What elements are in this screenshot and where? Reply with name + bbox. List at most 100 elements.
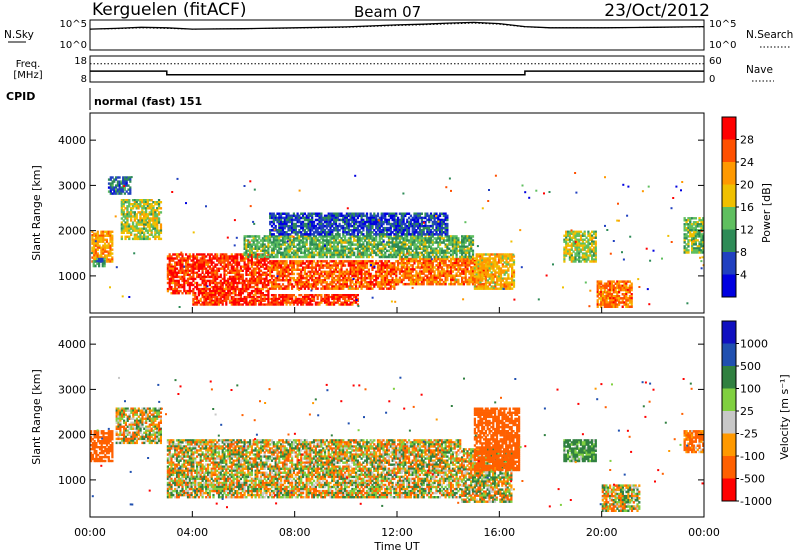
- heatmap-cell: [208, 297, 211, 301]
- heatmap-cell: [152, 227, 155, 230]
- heatmap-cell: [398, 231, 401, 234]
- heatmap-cell: [172, 271, 175, 274]
- heatmap-cell: [444, 259, 447, 263]
- heatmap-cell: [216, 287, 219, 291]
- heatmap-cell: [325, 218, 328, 222]
- heatmap-cell: [471, 280, 475, 284]
- heatmap-cell: [287, 216, 290, 220]
- heatmap-cell: [409, 218, 412, 222]
- heatmap-cell: [270, 212, 274, 215]
- heatmap-cell: [333, 260, 336, 263]
- heatmap-cell: [428, 264, 431, 267]
- heatmap-cell: [197, 261, 200, 264]
- heatmap-cell: [391, 231, 394, 234]
- heatmap-cell: [464, 264, 467, 267]
- heatmap-cell: [259, 292, 263, 295]
- heatmap-cell: [320, 247, 323, 250]
- heatmap-cell: [214, 299, 217, 302]
- heatmap-cell: [130, 231, 133, 234]
- heatmap-cell: [446, 235, 449, 238]
- heatmap-cell: [93, 240, 96, 243]
- heatmap-cell: [453, 268, 456, 271]
- heatmap-cell: [203, 287, 206, 291]
- heatmap-cell: [143, 217, 146, 220]
- heatmap-cell: [115, 186, 118, 189]
- heatmap-cell: [418, 255, 422, 259]
- heatmap-cell: [320, 237, 323, 240]
- heatmap-cell: [358, 212, 361, 215]
- heatmap-cell: [208, 287, 211, 291]
- heatmap-cell: [345, 303, 348, 306]
- heatmap-cell: [175, 263, 179, 266]
- heatmap-cell: [428, 220, 431, 224]
- heatmap-cell: [254, 237, 257, 240]
- heatmap-cell: [471, 259, 475, 263]
- heatmap-cell: [137, 205, 140, 208]
- heatmap-cell: [302, 281, 305, 284]
- heatmap-cell: [382, 239, 385, 242]
- heatmap-cell: [446, 247, 449, 250]
- heatmap-cell: [105, 240, 108, 243]
- heatmap-cell: [107, 252, 110, 255]
- heatmap-cell: [393, 241, 396, 244]
- heatmap-cell: [439, 272, 442, 275]
- heatmap-cell: [318, 216, 321, 220]
- heatmap-cell: [131, 207, 135, 210]
- heatmap-cell: [435, 274, 438, 277]
- heatmap-cell: [104, 242, 107, 245]
- heatmap-cell: [148, 227, 151, 230]
- heatmap-cell: [325, 245, 328, 248]
- heatmap-cell: [404, 233, 407, 236]
- heatmap-cell: [347, 297, 350, 301]
- heatmap-cell: [461, 272, 464, 275]
- heatmap-cell: [120, 182, 123, 185]
- heatmap-cell: [139, 223, 142, 226]
- heatmap-cell: [333, 295, 336, 299]
- heatmap-cell: [415, 270, 418, 273]
- heatmap-cell: [312, 295, 316, 299]
- heatmap-cell: [152, 217, 155, 220]
- heatmap-cell: [232, 303, 235, 306]
- heatmap-cell: [274, 241, 277, 244]
- heatmap-cell: [316, 287, 319, 290]
- heatmap-cell: [457, 241, 460, 244]
- heatmap-cell: [141, 237, 144, 241]
- heatmap-cell: [378, 283, 381, 286]
- heatmap-cell: [369, 218, 372, 222]
- heatmap-cell: [205, 301, 208, 304]
- heatmap-cell: [250, 297, 253, 301]
- heatmap-cell: [181, 261, 184, 264]
- heatmap-cell: [285, 218, 288, 222]
- heatmap-cell: [179, 271, 182, 274]
- heatmap-cell: [442, 257, 445, 261]
- heatmap-cell: [307, 266, 310, 269]
- heatmap-cell: [201, 281, 204, 285]
- heatmap-cell: [239, 269, 242, 272]
- heatmap-cell: [269, 222, 272, 226]
- heatmap-cell: [227, 277, 230, 281]
- heatmap-cell: [207, 287, 210, 291]
- heatmap-cell: [305, 279, 308, 282]
- heatmap-cell: [278, 241, 281, 244]
- heatmap-cell: [320, 249, 323, 253]
- heatmap-cell: [331, 287, 334, 290]
- heatmap-cell: [417, 212, 420, 215]
- heatmap-cell: [409, 268, 412, 271]
- heatmap-cell: [111, 252, 114, 255]
- heatmap-cell: [272, 222, 275, 226]
- heatmap-cell: [116, 184, 119, 187]
- heatmap-cell: [289, 249, 292, 253]
- heatmap-cell: [444, 274, 447, 277]
- heatmap-cell: [351, 231, 354, 234]
- heatmap-cell: [393, 272, 396, 276]
- heatmap-cell: [320, 264, 323, 267]
- heatmap-cell: [466, 245, 469, 248]
- heatmap-cell: [223, 295, 226, 299]
- heatmap-cell: [355, 235, 358, 238]
- heatmap-cell: [323, 239, 327, 242]
- heatmap-cell: [365, 249, 369, 253]
- heatmap-cell: [468, 243, 471, 246]
- heatmap-cell: [303, 295, 306, 299]
- heatmap-cell: [278, 260, 281, 263]
- heatmap-cell: [113, 192, 116, 195]
